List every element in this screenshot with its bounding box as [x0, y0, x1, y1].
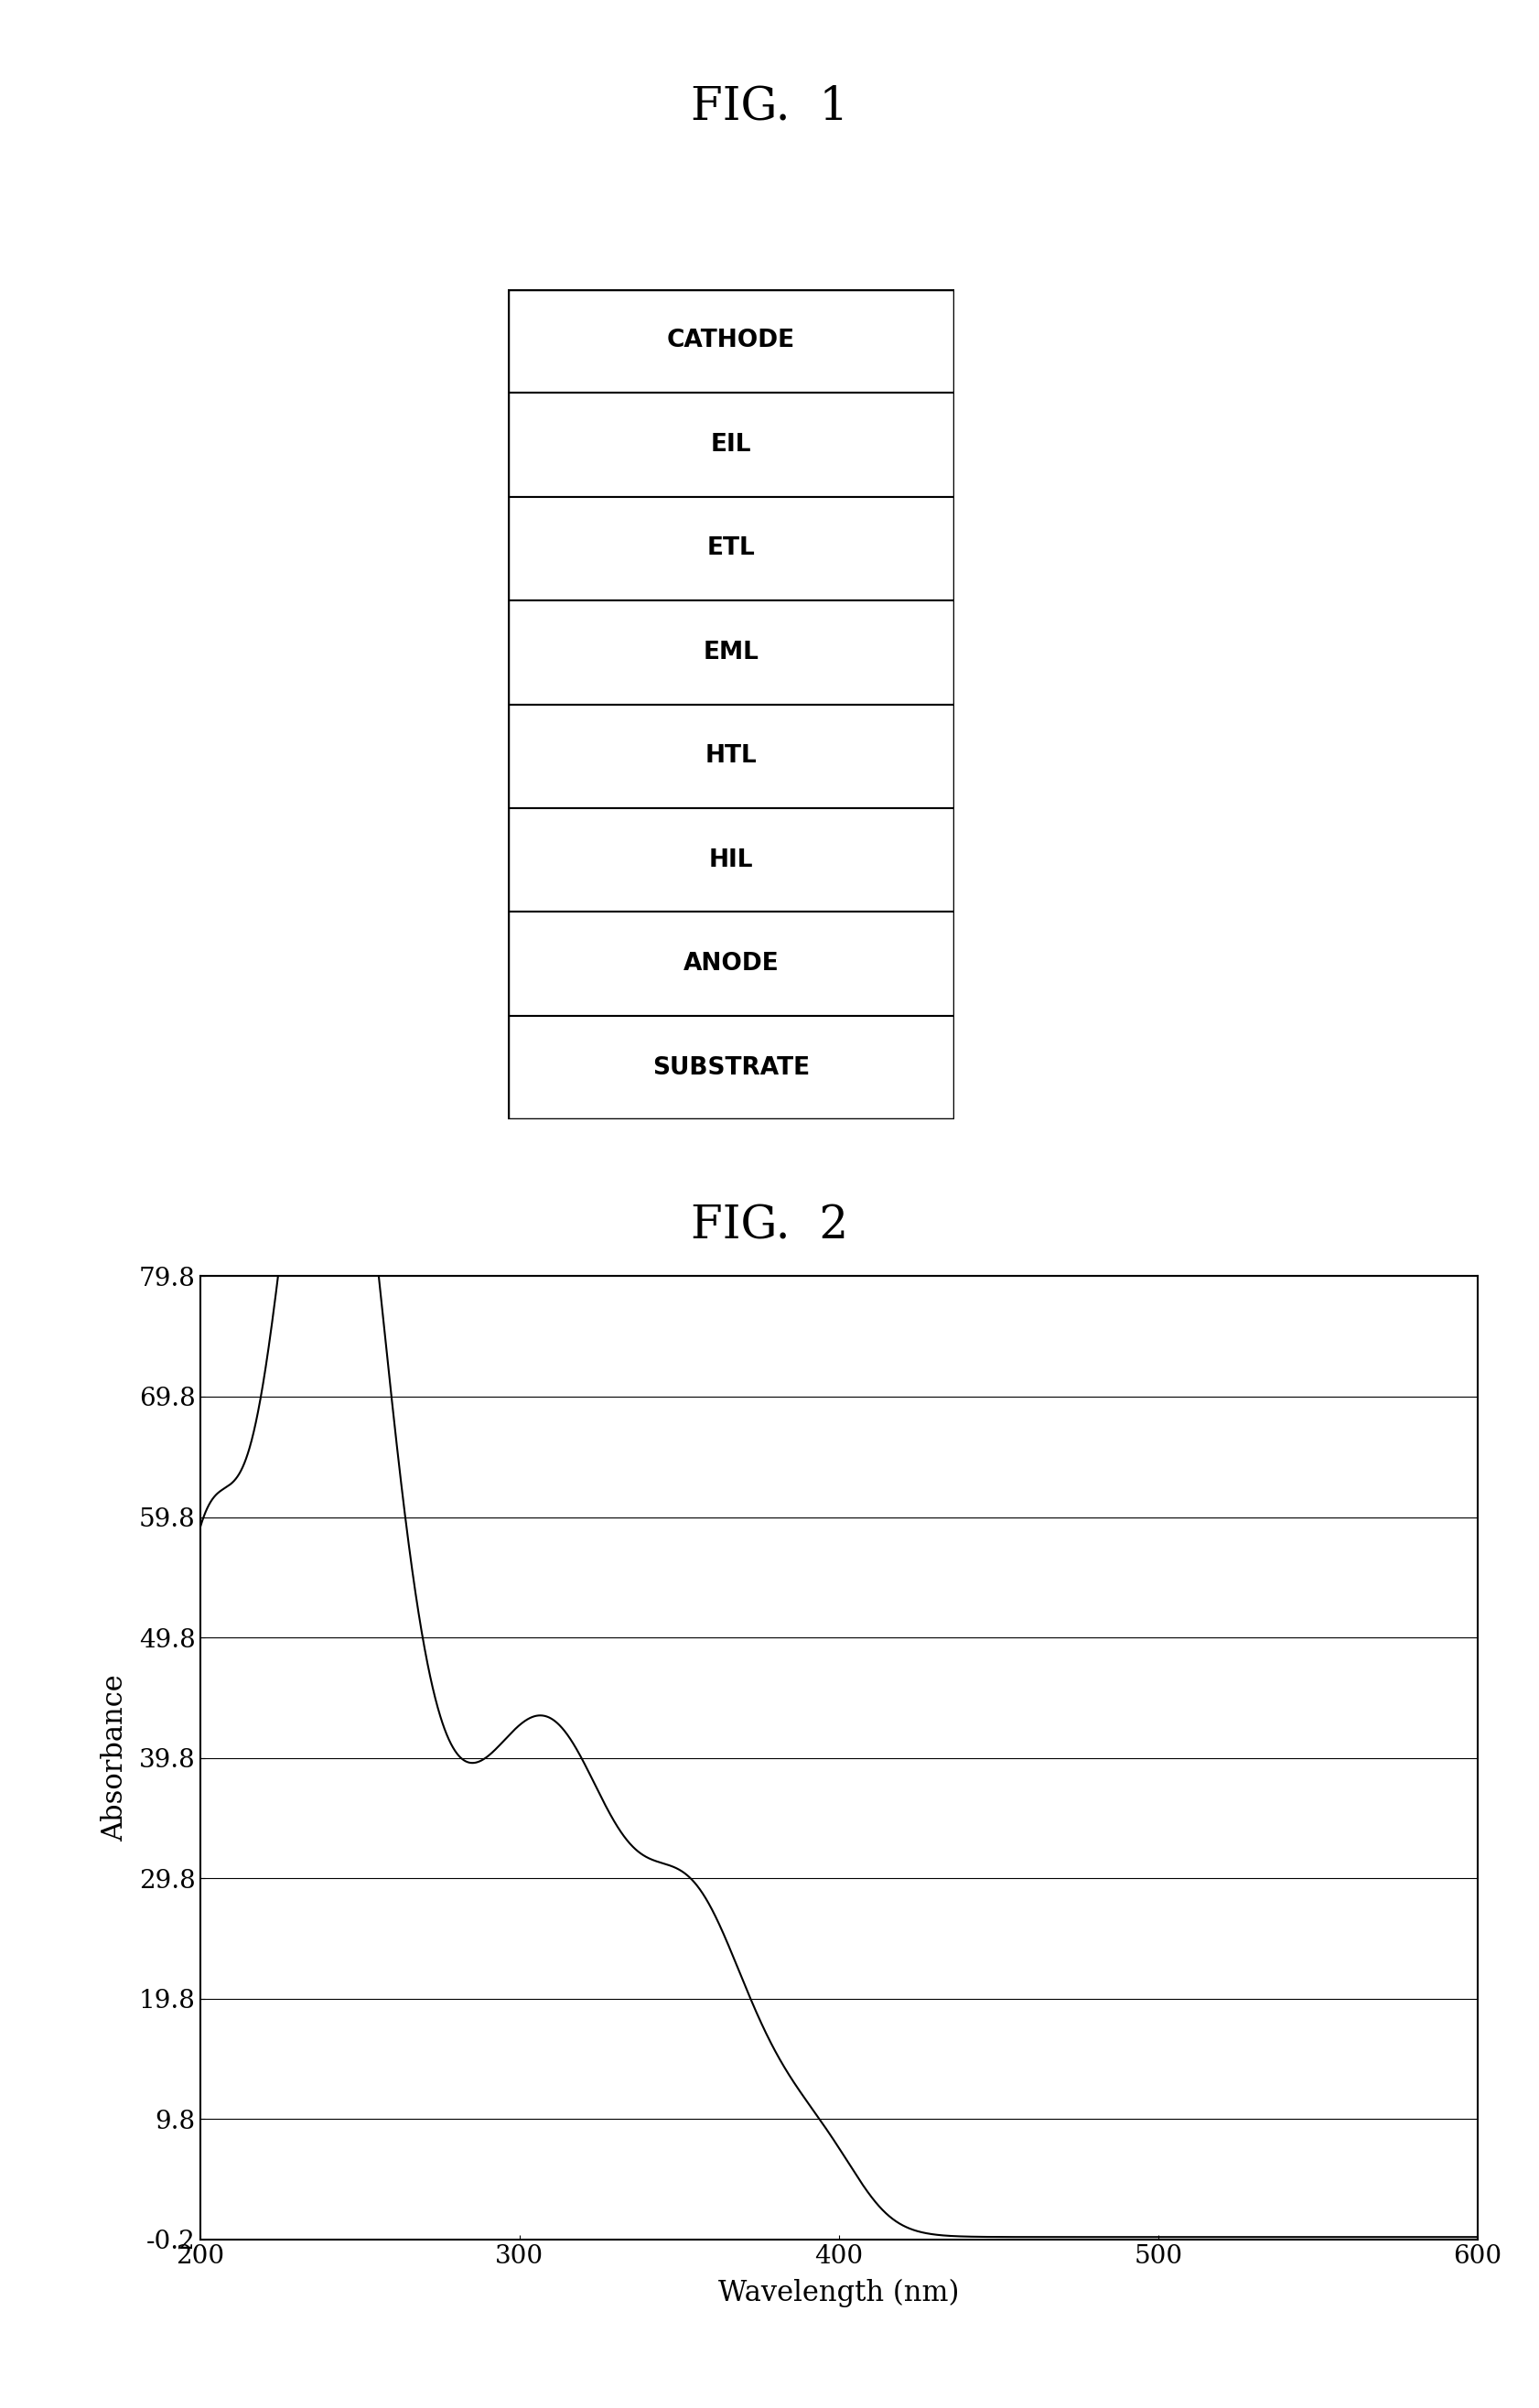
Text: EIL: EIL	[711, 433, 751, 458]
Text: HIL: HIL	[709, 848, 753, 872]
Text: CATHODE: CATHODE	[666, 330, 796, 354]
FancyBboxPatch shape	[508, 1016, 954, 1120]
Text: EML: EML	[703, 641, 759, 665]
FancyBboxPatch shape	[508, 393, 954, 496]
Text: ETL: ETL	[706, 537, 756, 561]
FancyBboxPatch shape	[508, 496, 954, 600]
FancyBboxPatch shape	[508, 809, 954, 913]
Text: FIG.  1: FIG. 1	[691, 84, 848, 130]
FancyBboxPatch shape	[508, 600, 954, 703]
X-axis label: Wavelength (nm): Wavelength (nm)	[719, 2278, 959, 2307]
Text: ANODE: ANODE	[683, 951, 779, 975]
Text: SUBSTRATE: SUBSTRATE	[653, 1055, 810, 1079]
FancyBboxPatch shape	[508, 289, 954, 393]
Text: HTL: HTL	[705, 744, 757, 768]
Y-axis label: Absorbance: Absorbance	[100, 1674, 129, 1842]
FancyBboxPatch shape	[508, 703, 954, 809]
Text: FIG.  2: FIG. 2	[691, 1204, 848, 1250]
FancyBboxPatch shape	[508, 913, 954, 1016]
